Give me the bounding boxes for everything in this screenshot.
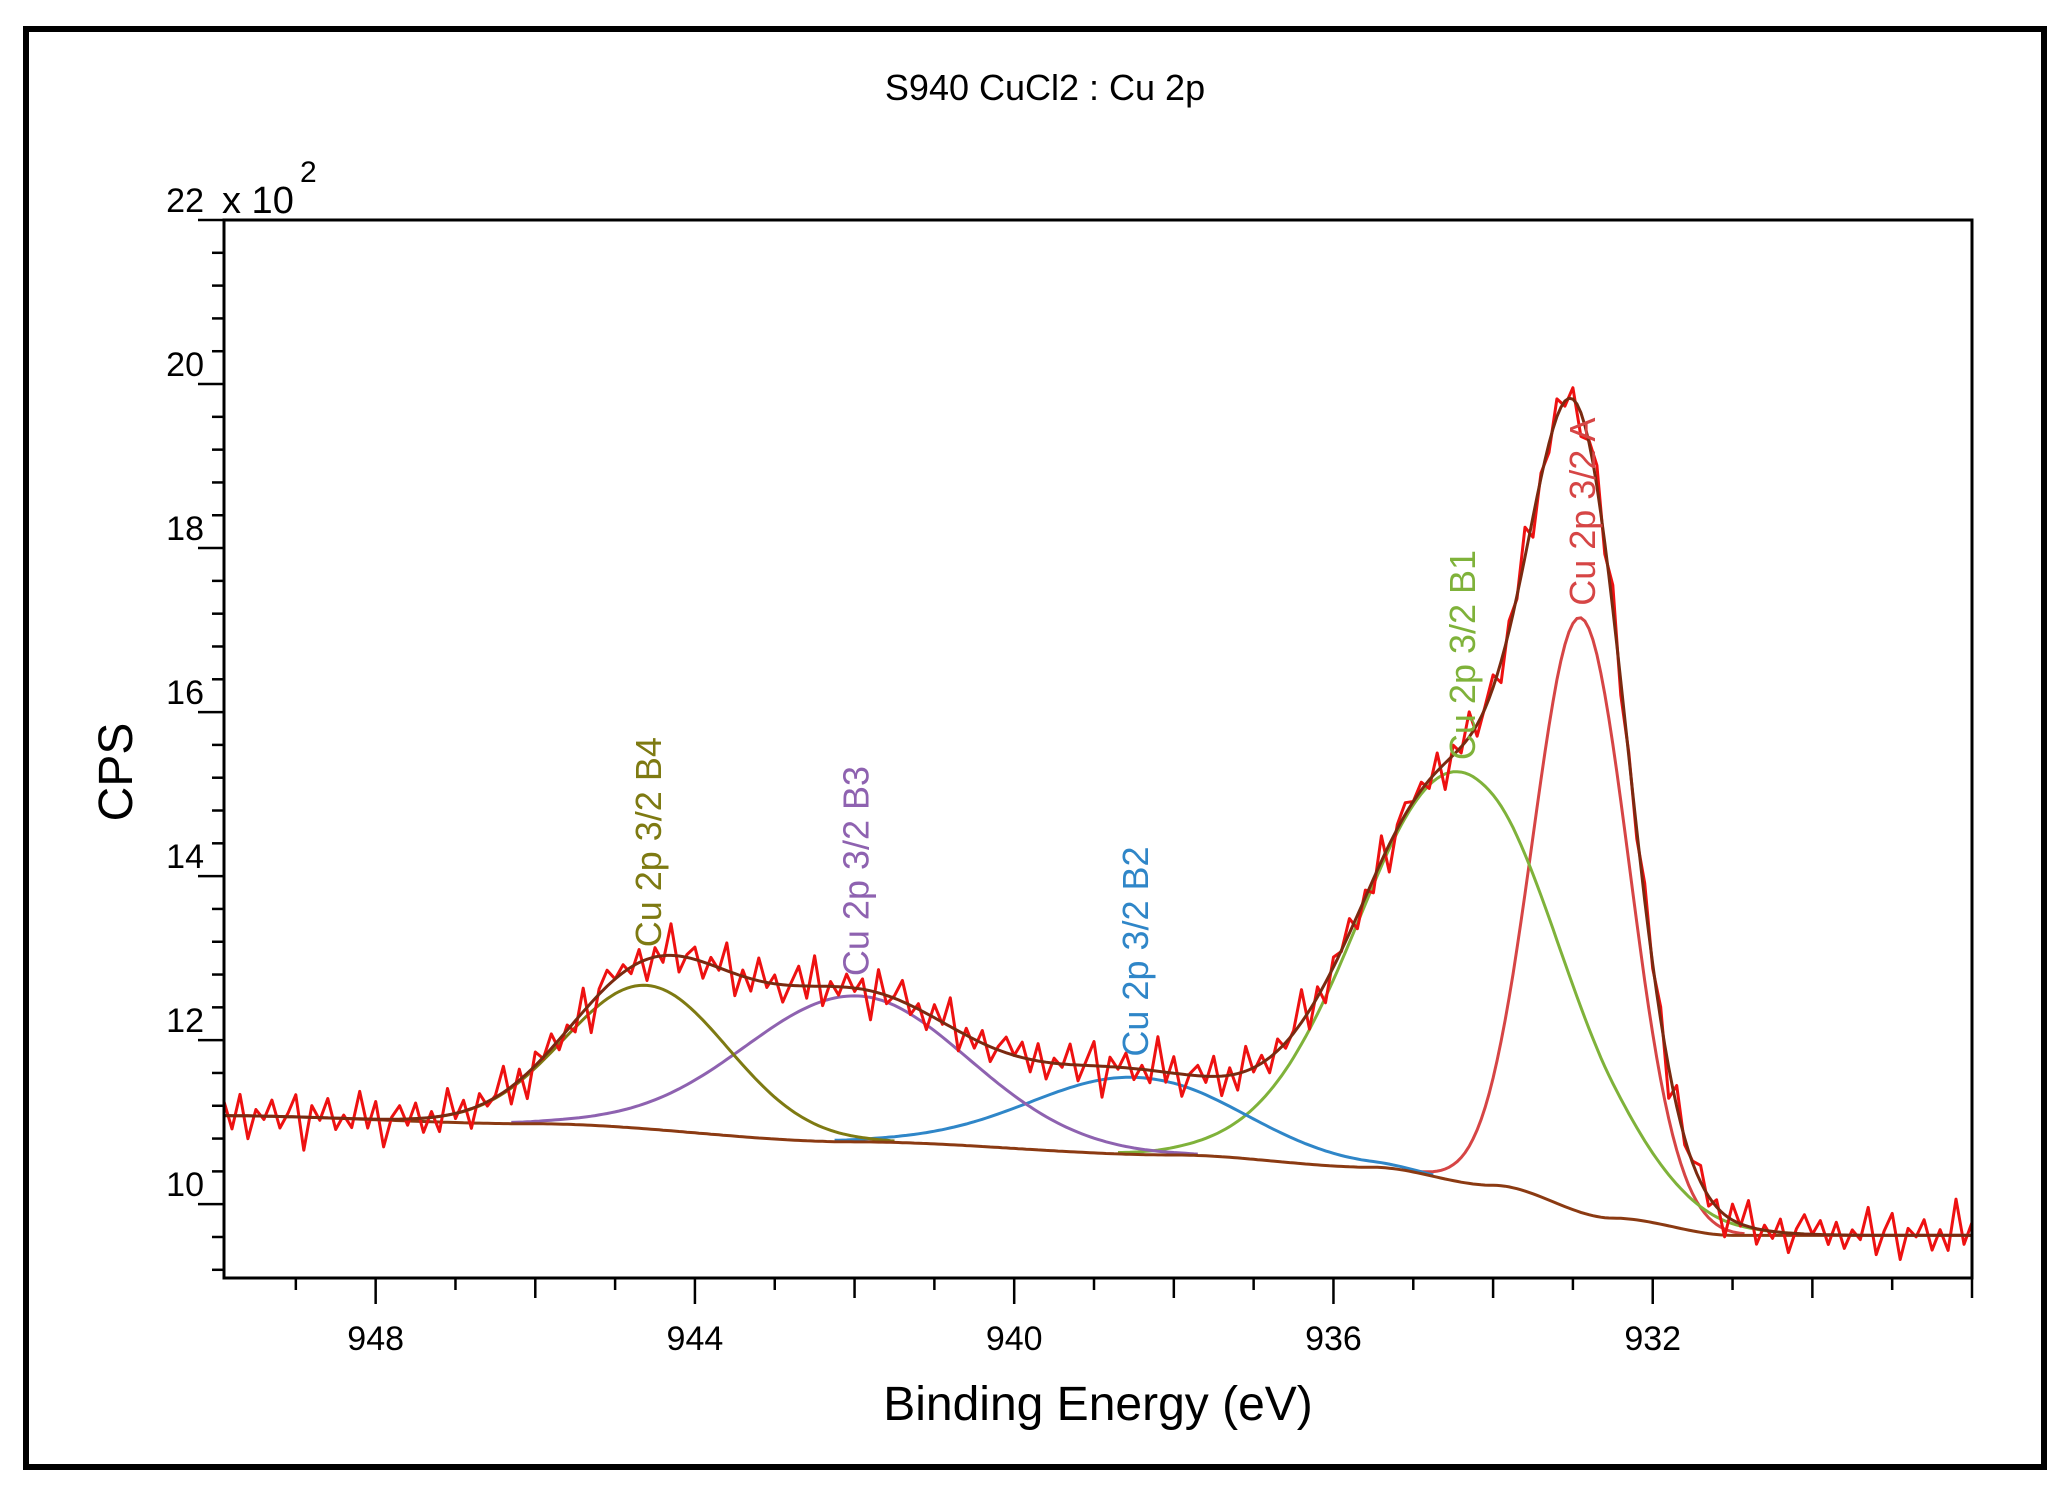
peak-component-b3 (511, 994, 1198, 1156)
y-multiplier-base: x 10 (222, 180, 294, 222)
y-tick-label: 12 (166, 1002, 204, 1040)
chart-title: S940 CuCl2 : Cu 2p (885, 67, 1205, 108)
peak-label-b4: Cu 2p 3/2 B4 (628, 737, 669, 947)
peak-label-b3: Cu 2p 3/2 B3 (836, 766, 877, 976)
peak-label-a: Cu 2p 3/2 A (1562, 418, 1603, 606)
x-tick-label: 940 (986, 1320, 1043, 1358)
x-tick-label: 932 (1624, 1320, 1681, 1358)
fit-envelope-line (224, 396, 1972, 1237)
x-axis-label: Binding Energy (eV) (883, 1378, 1313, 1431)
axes-layer: 948 944 940 936 932 10 12 14 16 18 20 22 (166, 182, 1974, 1358)
peak-labels-layer: Cu 2p 3/2 A Cu 2p 3/2 B1 Cu 2p 3/2 B2 Cu 2p… (628, 418, 1603, 1057)
y-multiplier: x 10 2 (222, 156, 317, 222)
outer-frame (23, 26, 2047, 1470)
peak-label-b2: Cu 2p 3/2 B2 (1115, 846, 1156, 1056)
y-tick-label: 10 (166, 1166, 204, 1204)
x-tick-label: 944 (667, 1320, 724, 1358)
y-tick-label: 18 (166, 510, 204, 548)
peak-component-b1 (1118, 770, 1805, 1236)
series-layer (224, 386, 1972, 1261)
x-tick-label: 948 (347, 1320, 404, 1358)
x-tick-label: 936 (1305, 1320, 1362, 1358)
peak-label-b1: Cu 2p 3/2 B1 (1442, 550, 1483, 760)
y-tick-label: 16 (166, 674, 204, 712)
y-tick-label: 22 (166, 182, 204, 220)
background-line (224, 1114, 1972, 1237)
y-tick-label: 20 (166, 346, 204, 384)
y-axis-label: CPS (90, 723, 143, 822)
y-multiplier-exponent: 2 (300, 156, 317, 189)
plot-frame (222, 218, 1974, 1280)
y-tick-label: 14 (166, 838, 204, 876)
peak-component-a (1417, 616, 1745, 1236)
